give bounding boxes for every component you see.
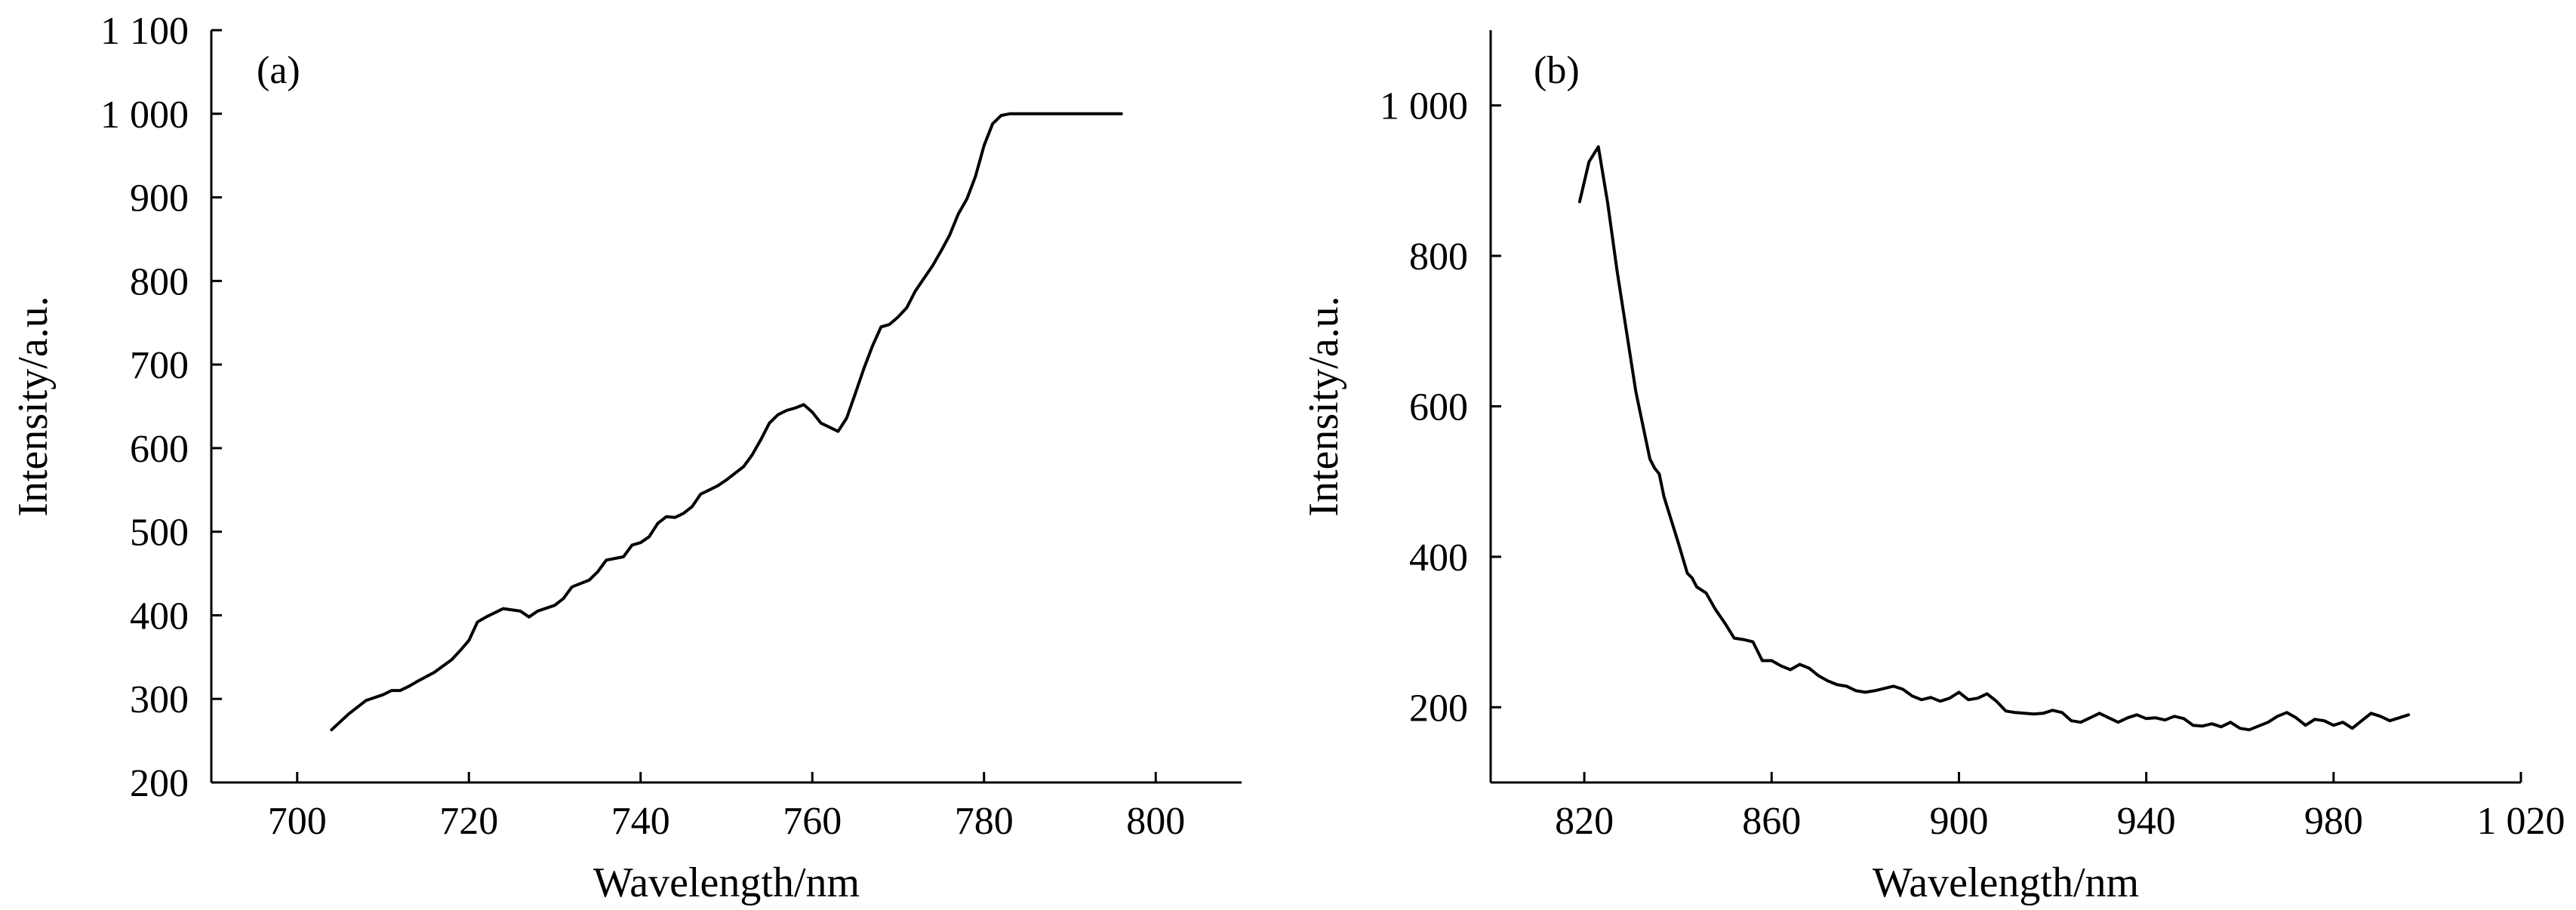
x-tick-label: 900 — [1929, 800, 1988, 843]
x-tick-label: 760 — [783, 800, 842, 843]
series-line — [1577, 145, 2411, 732]
y-tick-label: 400 — [130, 595, 189, 638]
panel-label: (b) — [1534, 49, 1580, 92]
chart-panel-b: 820 860 900 940 980 1 020 200 400 600 800 1 000 Wav… — [1300, 30, 2565, 906]
y-tick-label: 1 100 — [100, 10, 189, 53]
x-tick-label: 980 — [2304, 800, 2363, 843]
chart-panel-a: 700 720 740 760 780 800 200 300 400 500 600 700 800 9… — [10, 10, 1242, 906]
x-tick-label: 720 — [439, 800, 498, 843]
y-tick-label: 200 — [130, 762, 189, 805]
x-tick-label: 740 — [611, 800, 670, 843]
x-axis-title: Wavelength/nm — [1873, 859, 2139, 906]
x-tick-label: 780 — [955, 800, 1014, 843]
y-tick-label: 1 000 — [1380, 85, 1468, 128]
y-tick-label: 200 — [1409, 687, 1468, 730]
y-tick-label: 900 — [130, 177, 189, 220]
y-tick-label: 600 — [130, 428, 189, 471]
x-axis-title: Wavelength/nm — [593, 859, 860, 906]
y-tick-label: 500 — [130, 512, 189, 555]
x-tick-label: 820 — [1555, 800, 1614, 843]
y-axis-title: Intensity/a.u. — [10, 296, 57, 516]
y-tick-label: 400 — [1409, 536, 1468, 580]
y-tick-label: 300 — [130, 678, 189, 721]
x-tick-label: 940 — [2117, 800, 2176, 843]
x-tick-label: 860 — [1742, 800, 1801, 843]
y-tick-label: 800 — [1409, 235, 1468, 278]
x-tick-label: 800 — [1126, 800, 1185, 843]
y-tick-label: 600 — [1409, 386, 1468, 429]
y-tick-label: 700 — [130, 344, 189, 387]
panel-label: (a) — [257, 49, 300, 92]
y-axis-title: Intensity/a.u. — [1300, 296, 1347, 516]
y-tick-label: 800 — [130, 260, 189, 303]
x-tick-label: 700 — [268, 800, 327, 843]
series-line — [330, 112, 1123, 732]
y-tick-label: 1 000 — [100, 94, 189, 137]
x-tick-label: 1 020 — [2477, 800, 2565, 843]
